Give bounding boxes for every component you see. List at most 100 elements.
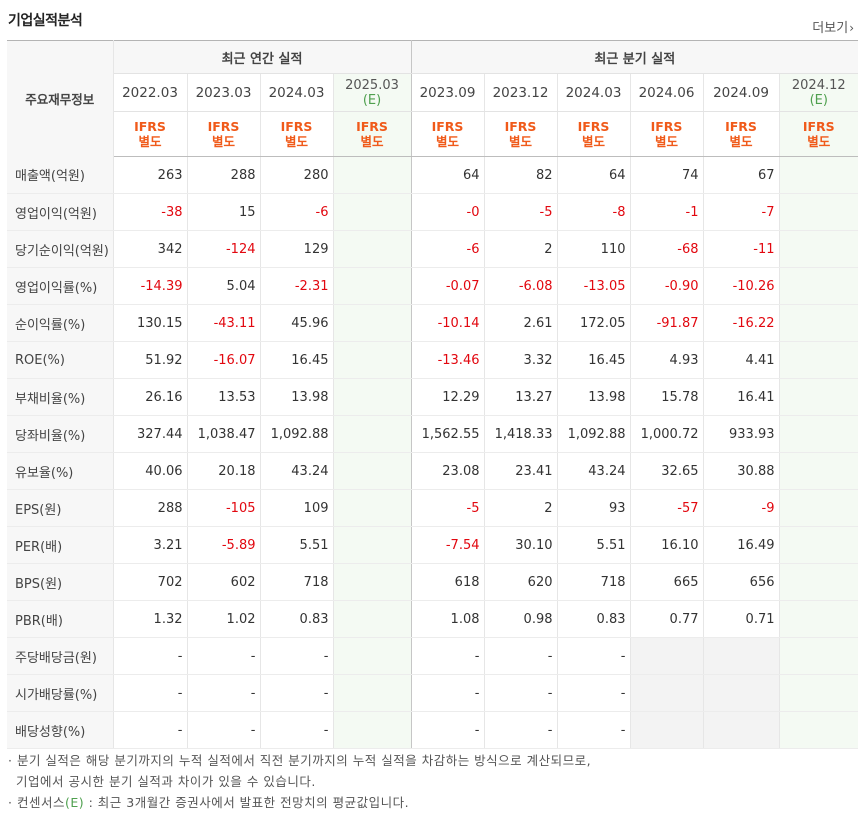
table-cell: - [557,674,631,712]
table-cell [779,563,859,601]
more-link[interactable]: 더보기› [812,17,854,36]
ifrs-badge: IFRS 별도 [779,111,859,157]
table-cell: -0.90 [630,267,704,305]
table-cell: 2 [484,489,558,527]
table-cell: 45.96 [260,304,334,342]
table-cell: -16.22 [703,304,780,342]
table-cell: -68 [630,230,704,268]
table-row: ROE(%) 51.92 -16.07 16.45 -13.46 3.32 16.45 4.9… [7,341,859,379]
table-cell [333,230,411,268]
table-cell: 16.41 [703,378,780,416]
table-cell: -38 [113,193,188,231]
ifrs-label: IFRS [802,119,835,134]
table-cell [333,637,411,675]
table-cell: 20.18 [187,452,261,490]
period-header: 2022.03 [113,73,188,112]
table-cell: 1.02 [187,600,261,638]
period-label: 2023.03 [195,84,252,101]
ifrs-badge: IFRS 별도 [410,111,485,157]
table-cell [703,674,780,712]
table-cell: -6 [410,230,485,268]
table-cell [779,415,859,453]
table-row: 부채비율(%) 26.16 13.53 13.98 12.29 13.27 13.98 15.… [7,378,859,416]
table-cell: 2.61 [484,304,558,342]
table-cell: 64 [557,156,631,194]
table-cell: 2 [484,230,558,268]
row-label: 배당성향(%) [7,711,114,749]
table-cell: 718 [557,563,631,601]
table-cell: -6.08 [484,267,558,305]
period-label: 2023.12 [492,84,549,101]
table-cell [779,193,859,231]
table-cell: 109 [260,489,334,527]
table-cell: -7 [703,193,780,231]
table-cell: 4.41 [703,341,780,379]
table-cell: 110 [557,230,631,268]
row-label: ROE(%) [7,341,114,379]
table-cell [333,563,411,601]
table-cell: - [113,711,188,749]
annual-group-header: 최근 연간 실적 [113,40,411,74]
table-cell: 1.32 [113,600,188,638]
table-cell: 1,562.55 [410,415,485,453]
table-cell [333,526,411,564]
table-cell: 3.32 [484,341,558,379]
period-header: 2024.12 (E) [779,73,859,112]
table-cell: -13.46 [410,341,485,379]
table-cell: 1,418.33 [484,415,558,453]
table-cell: 1,092.88 [557,415,631,453]
section-title: 기업실적분석 [8,13,83,29]
ifrs-label: IFRS [431,119,464,134]
table-cell: - [557,711,631,749]
table-cell: -7.54 [410,526,485,564]
table-cell: - [484,637,558,675]
table-cell: 0.77 [630,600,704,638]
table-cell: - [260,637,334,675]
table-cell [779,267,859,305]
period-label: 2024.06 [638,84,695,101]
row-label: 유보율(%) [7,452,114,490]
table-cell: -16.07 [187,341,261,379]
ifrs-label: IFRS [134,119,166,134]
table-cell: -5.89 [187,526,261,564]
table-cell: 16.10 [630,526,704,564]
table-cell [779,452,859,490]
table-cell: 1,000.72 [630,415,704,453]
table-cell: 1.08 [410,600,485,638]
table-cell: 280 [260,156,334,194]
table-cell: 702 [113,563,188,601]
ifrs-badge: IFRS 별도 [484,111,558,157]
table-cell: 43.24 [557,452,631,490]
table-cell: 0.83 [260,600,334,638]
row-label: PER(배) [7,526,114,564]
ifrs-badge: IFRS 별도 [113,111,188,157]
table-cell: 5.51 [557,526,631,564]
table-row: PER(배) 3.21 -5.89 5.51 -7.54 30.10 5.51 16.10 16… [7,526,859,564]
ifrs-badge: IFRS 별도 [260,111,334,157]
estimate-mark: (E) [809,92,828,108]
chevron-right-icon: › [849,21,854,35]
period-label: 2024.03 [268,84,325,101]
table-cell: 67 [703,156,780,194]
ifrs-label: IFRS [356,119,388,134]
ifrs-type: 별도 [138,134,162,149]
table-row: 유보율(%) 40.06 20.18 43.24 23.08 23.41 43.24 32.6… [7,452,859,490]
estimate-mark: (E) [362,92,382,108]
table-cell: 288 [113,489,188,527]
table-cell: 26.16 [113,378,188,416]
table-cell: 602 [187,563,261,601]
row-label: 영업이익률(%) [7,267,114,305]
table-cell [779,378,859,416]
table-cell: - [410,637,485,675]
ifrs-type: 별도 [654,134,678,149]
table-cell: -124 [187,230,261,268]
table-cell: - [260,711,334,749]
footnote-text: 분기 실적은 해당 분기까지의 누적 실적에서 직전 분기까지의 누적 실적을 … [16,753,592,768]
table-cell: 13.98 [557,378,631,416]
table-cell: 40.06 [113,452,188,490]
table-cell: - [260,674,334,712]
table-cell: 618 [410,563,485,601]
period-label: 2024.09 [713,84,769,101]
period-header: 2023.09 [410,73,485,112]
table-cell: 23.08 [410,452,485,490]
